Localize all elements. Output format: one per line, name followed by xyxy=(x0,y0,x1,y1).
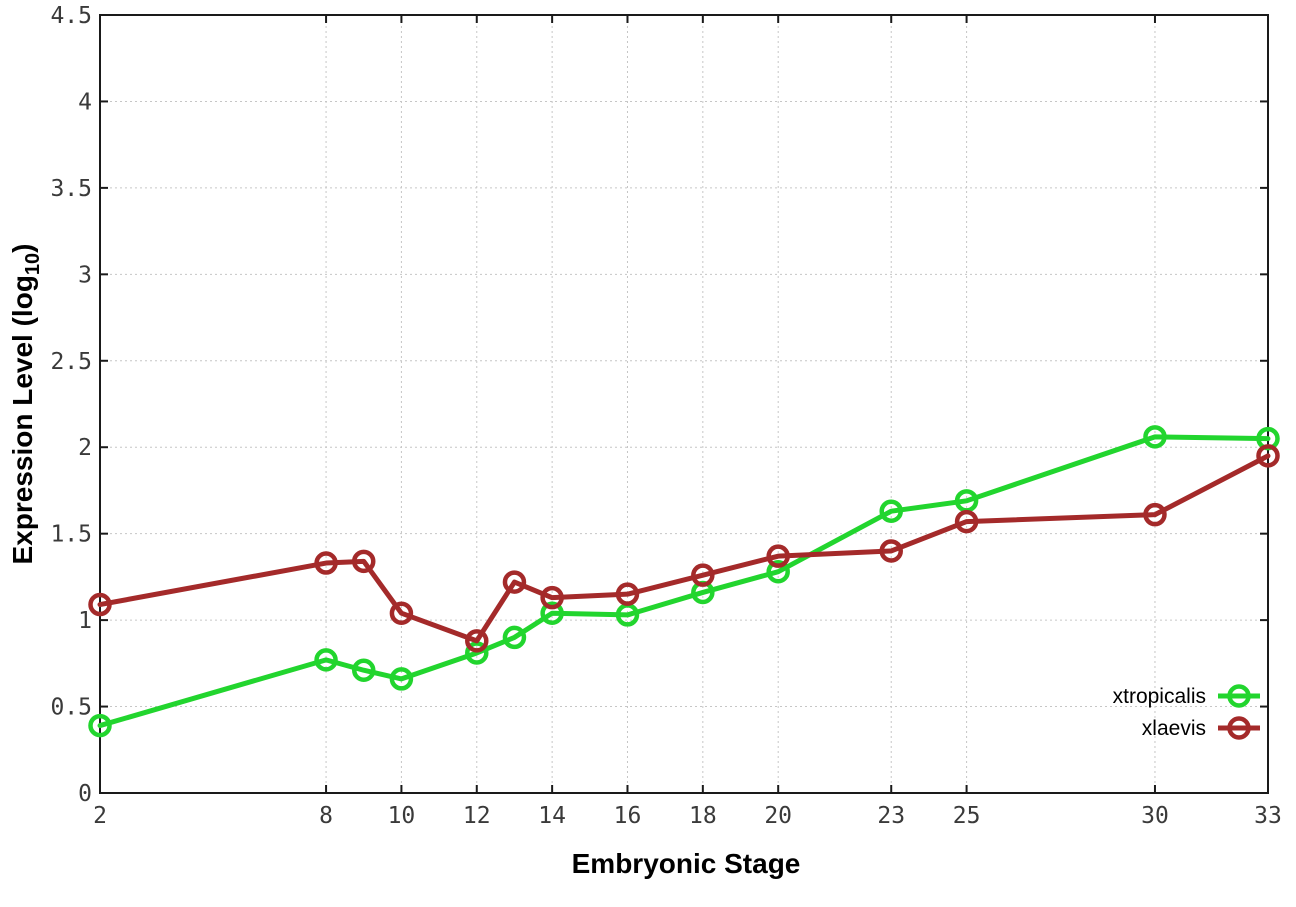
x-tick-label: 33 xyxy=(1254,803,1282,829)
y-tick-label: 4 xyxy=(78,89,92,115)
data-point-xlaevis xyxy=(314,551,338,575)
y-tick-label: 3.5 xyxy=(50,176,92,202)
x-tick-label: 20 xyxy=(764,803,792,829)
data-point-xtropicalis xyxy=(502,625,527,650)
series-line-xtropicalis xyxy=(97,434,1271,729)
x-tick-label: 23 xyxy=(877,803,905,829)
x-tick-label: 30 xyxy=(1141,803,1169,829)
x-tick-label: 12 xyxy=(463,803,491,829)
y-tick-label: 1.5 xyxy=(50,522,92,548)
data-point-xlaevis xyxy=(351,549,376,574)
y-axis-title: Expression Level (log10) xyxy=(7,244,45,565)
y-tick-label: 0 xyxy=(78,781,92,807)
x-axis-title: Embryonic Stage xyxy=(571,848,801,879)
y-tick-label: 4.5 xyxy=(50,3,92,29)
y-axis-title-main: Expression Level (log xyxy=(7,275,39,565)
data-point-xtropicalis xyxy=(540,601,564,625)
plot-border xyxy=(99,14,1269,794)
data-point-xlaevis xyxy=(615,582,640,606)
data-point-xlaevis xyxy=(879,539,903,563)
data-point-xlaevis xyxy=(465,629,489,653)
data-point-xtropicalis xyxy=(1143,425,1167,449)
legend-label-xlaevis: xlaevis xyxy=(1142,717,1206,740)
x-tick-label: 18 xyxy=(689,803,717,829)
x-tick-label: 10 xyxy=(388,803,416,829)
data-point-xtropicalis xyxy=(88,713,112,738)
legend-marker-sample xyxy=(1227,716,1251,740)
y-tick-label: 0.5 xyxy=(50,695,92,721)
legend-marker-sample xyxy=(1227,684,1251,708)
y-axis-title-close: ) xyxy=(7,243,39,253)
data-point-xlaevis xyxy=(691,563,715,587)
data-point-xlaevis xyxy=(540,585,564,610)
data-point-xtropicalis xyxy=(389,667,414,691)
y-tick-label: 1 xyxy=(78,608,92,634)
data-point-xtropicalis xyxy=(879,499,903,523)
data-point-xlaevis xyxy=(1256,444,1280,468)
y-tick-label: 3 xyxy=(78,262,92,288)
data-point-xtropicalis xyxy=(351,658,376,682)
legend-label-xtropicalis: xtropicalis xyxy=(1113,685,1206,708)
x-tick-label: 2 xyxy=(93,803,107,829)
data-point-xlaevis xyxy=(502,570,527,594)
x-tick-label: 8 xyxy=(319,803,333,829)
data-point-xlaevis xyxy=(1143,502,1167,527)
y-axis-title-subscript: 10 xyxy=(21,252,44,276)
data-point-xtropicalis xyxy=(314,648,338,672)
x-tick-label: 16 xyxy=(614,803,642,829)
data-point-xtropicalis xyxy=(465,641,489,665)
x-tick-label: 25 xyxy=(953,803,981,829)
data-point-xlaevis xyxy=(954,509,979,534)
x-tick-label: 14 xyxy=(538,803,566,829)
y-tick-label: 2.5 xyxy=(50,349,92,375)
data-point-xlaevis xyxy=(88,592,112,617)
data-point-xtropicalis xyxy=(766,559,790,584)
y-tick-label: 2 xyxy=(78,435,92,461)
data-point-xlaevis xyxy=(766,544,790,568)
series-line-xlaevis xyxy=(97,453,1271,644)
data-point-xlaevis xyxy=(389,601,414,625)
